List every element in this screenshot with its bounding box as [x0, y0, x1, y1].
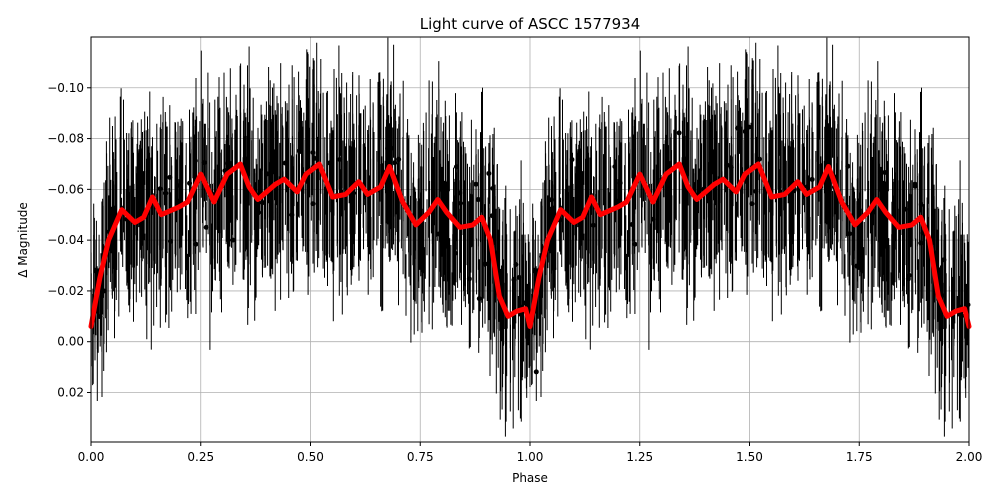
x-axis-ticks: 0.00 0.25 0.50 0.75 1.00 1.25 1.50 1.75 2.00 — [78, 442, 983, 464]
x-tick-label: 0.25 — [187, 450, 214, 464]
y-tick-label: −0.02 — [47, 284, 84, 298]
x-tick-label: 1.25 — [626, 450, 653, 464]
y-tick-label: 0.00 — [57, 335, 84, 349]
y-axis-label: Δ Magnitude — [16, 202, 30, 278]
x-tick-label: 1.50 — [736, 450, 763, 464]
x-tick-label: 2.00 — [956, 450, 983, 464]
x-axis-label: Phase — [512, 471, 548, 485]
model-curve — [88, 161, 972, 329]
x-tick-label: 0.00 — [78, 450, 105, 464]
y-axis-ticks: −0.10 −0.08 −0.06 −0.04 −0.02 0.00 0.02 — [47, 81, 91, 399]
observation-points — [90, 37, 971, 437]
chart-title: Light curve of ASCC 1577934 — [420, 15, 641, 33]
x-tick-label: 1.75 — [846, 450, 873, 464]
y-tick-label: 0.02 — [57, 385, 84, 399]
y-tick-label: −0.04 — [47, 233, 84, 247]
x-tick-label: 0.50 — [297, 450, 324, 464]
y-tick-label: −0.10 — [47, 81, 84, 95]
x-tick-label: 0.75 — [407, 450, 434, 464]
x-tick-label: 1.00 — [517, 450, 544, 464]
y-tick-label: −0.06 — [47, 182, 84, 196]
y-tick-label: −0.08 — [47, 132, 84, 146]
